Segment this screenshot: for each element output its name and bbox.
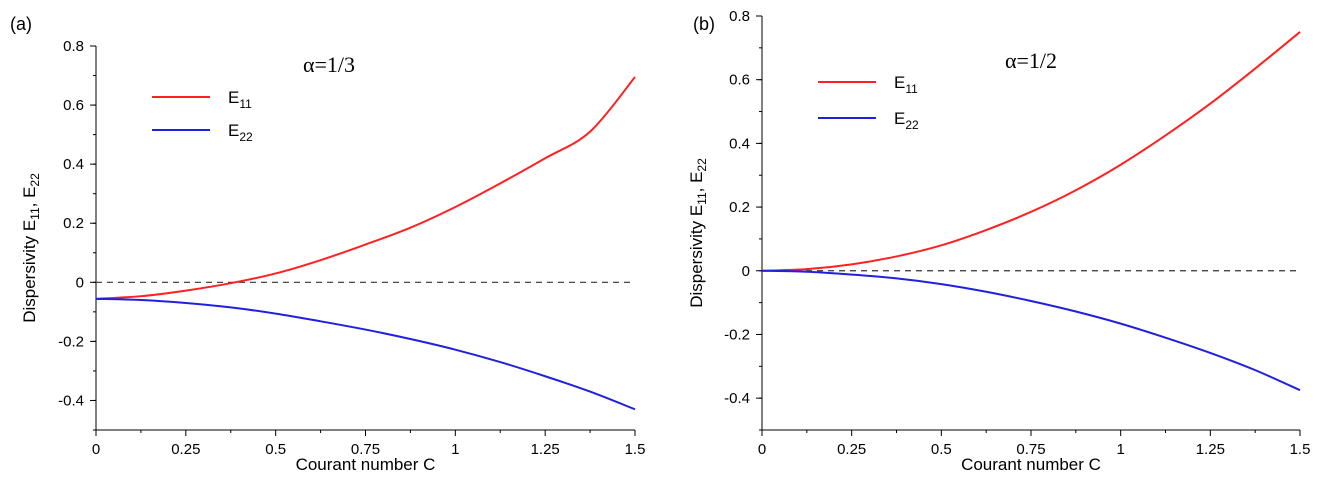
- panel-a: -0.4 -0.2 0 0.2 0.4 0.6 0.8 0 0.25 0.5 0.75 1 1.25 1.…: [10, 14, 645, 474]
- x-tick-label: 0.5: [265, 441, 286, 458]
- legend-label-e22: E22: [894, 109, 919, 132]
- x-tick-label: 0: [92, 441, 100, 458]
- y-axis-title: Dispersivity E11, E22: [20, 173, 42, 323]
- y-tick-label: 0.4: [729, 135, 750, 152]
- panel-label: (a): [10, 14, 32, 34]
- x-axis-title: Courant number C: [296, 455, 436, 474]
- x-tick-label: 1.25: [1196, 441, 1225, 458]
- panel-label: (b): [693, 14, 715, 34]
- y-tick-label: -0.2: [724, 326, 750, 343]
- alpha-annotation: α=1/3: [303, 52, 355, 77]
- x-tick-label: 0.25: [837, 441, 866, 458]
- y-axis-title: Dispersivity E11, E22: [687, 158, 709, 308]
- x-axis-title: Courant number C: [961, 455, 1101, 474]
- x-tick-label: 1.5: [1290, 441, 1311, 458]
- legend-label-e11: E11: [228, 88, 252, 111]
- x-tick-label: 1.5: [625, 441, 646, 458]
- alpha-annotation: α=1/2: [1005, 48, 1057, 73]
- y-tick-label: 0.6: [729, 72, 750, 89]
- series-line-e11: [761, 31, 1301, 272]
- y-tick-label: 0.4: [63, 156, 84, 173]
- y-tick-label: -0.4: [724, 390, 750, 407]
- x-tick-label: 0: [758, 441, 766, 458]
- x-tick-label: 1: [1116, 441, 1124, 458]
- x-tick-label: 1.25: [531, 441, 560, 458]
- panel-b: -0.4 -0.2 0 0.2 0.4 0.6 0.8 0 0.25 0.5 0.75 1 1.25 1.…: [687, 8, 1310, 474]
- y-tick-label: 0: [742, 263, 750, 280]
- legend-label-e11: E11: [894, 73, 918, 96]
- series-line-e22: [95, 297, 636, 411]
- x-tick-label: 0.75: [351, 441, 380, 458]
- x-tick-label: 0.5: [931, 441, 952, 458]
- y-tick-label: 0.6: [63, 97, 84, 114]
- y-tick-label: 0.8: [729, 8, 750, 25]
- y-tick-label: 0: [76, 274, 84, 291]
- y-tick-label: -0.2: [58, 333, 84, 350]
- series-line-e11: [95, 76, 636, 300]
- y-tick-label: 0.8: [63, 38, 84, 55]
- y-tick-label: 0.2: [729, 199, 750, 216]
- y-tick-label: 0.2: [63, 215, 84, 232]
- y-tick-label: -0.4: [58, 392, 84, 409]
- x-tick-label: 0.75: [1016, 441, 1045, 458]
- series-line-e22: [761, 269, 1301, 392]
- legend-label-e22: E22: [228, 121, 253, 144]
- x-tick-label: 1: [451, 441, 459, 458]
- x-tick-label: 0.25: [171, 441, 200, 458]
